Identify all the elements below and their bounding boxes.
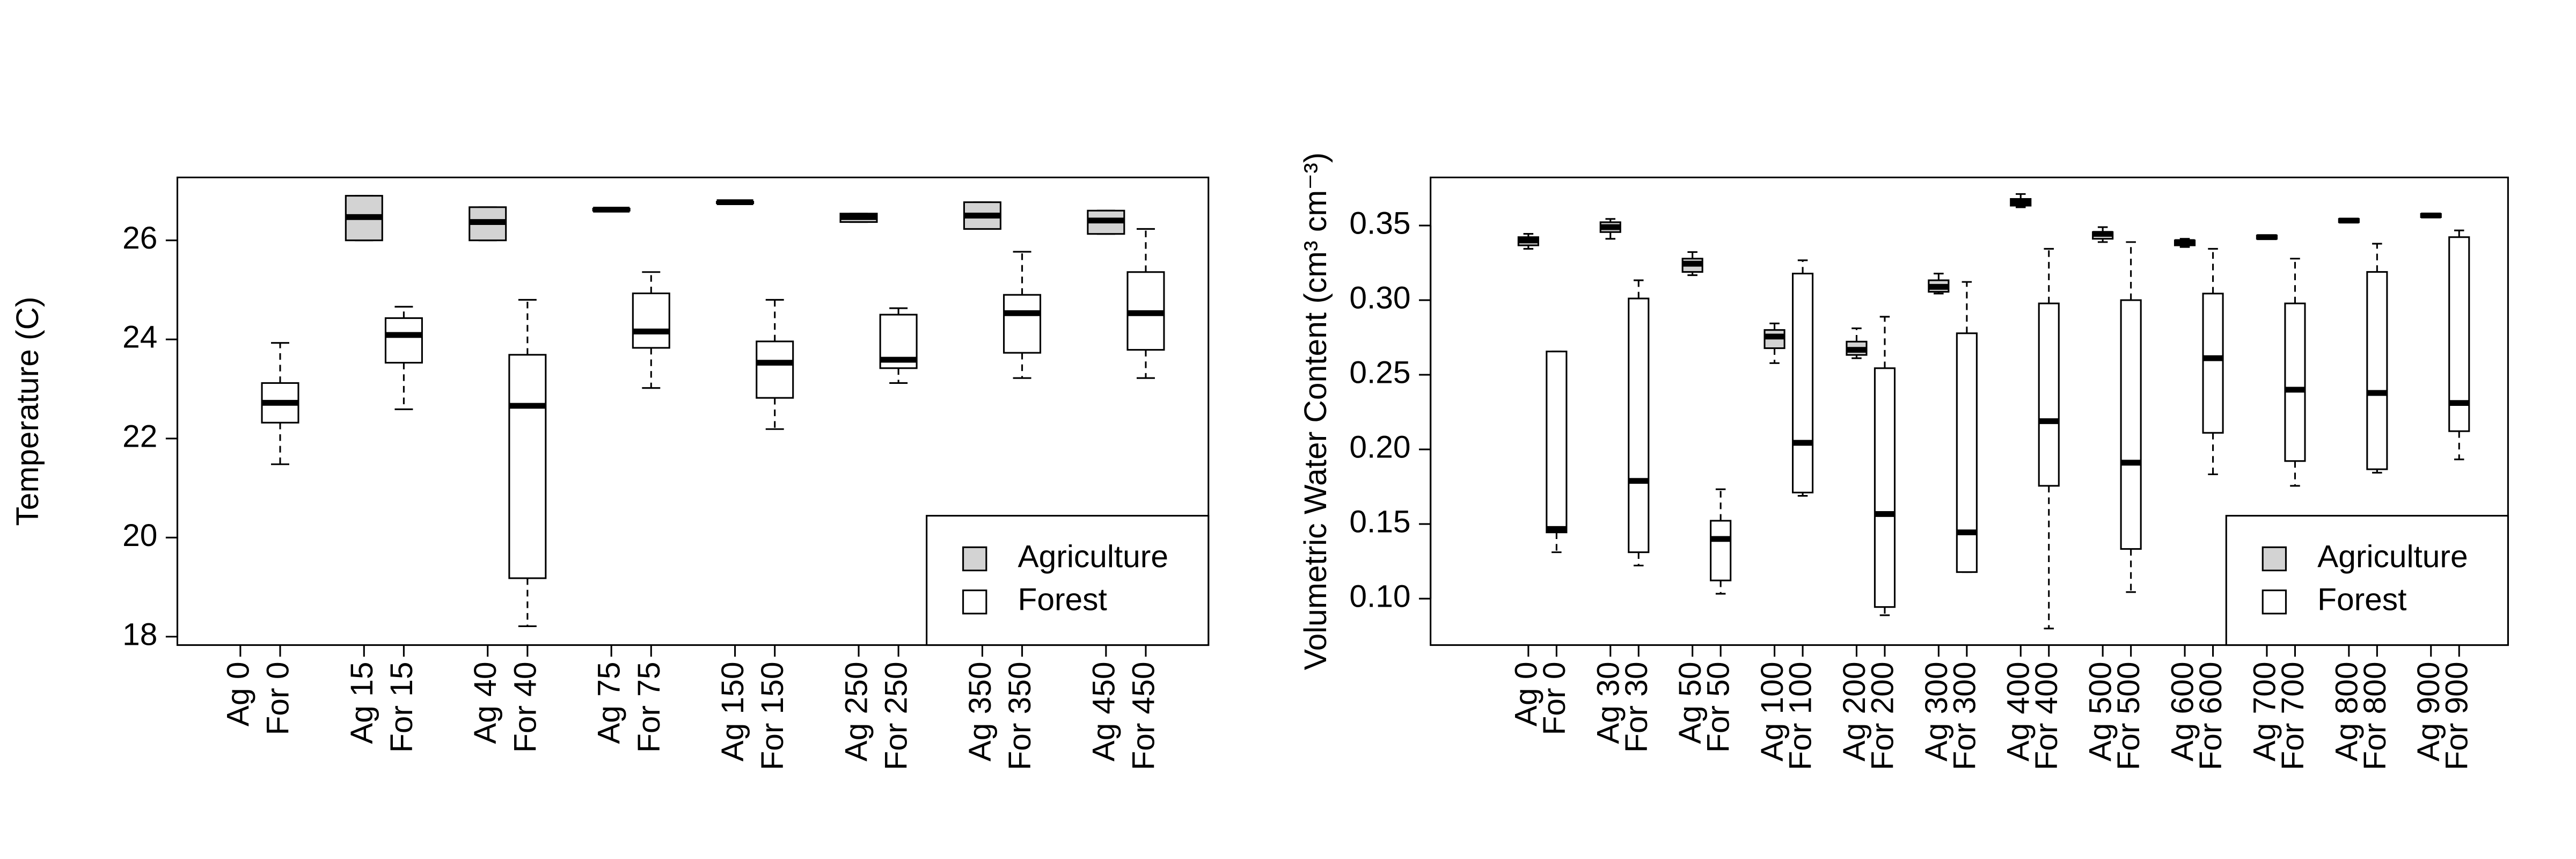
x-tick-label: For 15	[384, 661, 419, 753]
y-tick-label: 22	[122, 419, 157, 454]
x-tick-label: Ag 600	[2165, 661, 2200, 761]
x-tick-label: For 250	[879, 661, 914, 770]
x-tick-label: Ag 900	[2411, 661, 2446, 761]
y-tick-label: 18	[122, 617, 157, 652]
x-tick-label: Ag 15	[345, 661, 379, 744]
x-tick-label: Ag 100	[1755, 661, 1790, 761]
legend-swatch	[2262, 546, 2287, 572]
box	[2366, 271, 2388, 470]
y-axis-label: Temperature (C)	[10, 296, 45, 526]
legend-label: Agriculture	[2317, 539, 2468, 574]
x-tick-label: Ag 30	[1591, 661, 1626, 744]
box	[2448, 236, 2470, 432]
x-tick-label: For 600	[2193, 661, 2228, 770]
x-tick-label: Ag 50	[1673, 661, 1708, 744]
x-tick-label: Ag 500	[2083, 661, 2118, 761]
x-tick-label: Ag 700	[2247, 661, 2282, 761]
box	[2120, 299, 2142, 550]
box	[756, 340, 794, 399]
x-tick-label: Ag 300	[1919, 661, 1954, 761]
y-tick-label: 0.35	[1349, 206, 1410, 241]
box	[1546, 351, 1568, 534]
x-tick-label: Ag 40	[468, 661, 503, 744]
box	[508, 354, 547, 579]
y-tick-label: 0.15	[1349, 505, 1410, 540]
x-tick-label: For 200	[1865, 661, 1900, 770]
y-axis-label: Volumetric Water Content (cm³ cm⁻³)	[1298, 152, 1333, 670]
x-tick-label: Ag 0	[1509, 661, 1543, 726]
y-tick-label: 20	[122, 518, 157, 553]
x-tick-label: For 300	[1947, 661, 1982, 770]
box	[1791, 273, 1814, 493]
box	[2038, 302, 2060, 487]
box	[1956, 332, 1978, 573]
boxplot-panel: Volumetric Water Content (cm³ cm⁻³) 0.10 0…	[1298, 152, 2509, 770]
x-tick-label: For 50	[1701, 661, 1736, 753]
legend-swatch	[2262, 589, 2287, 615]
x-tick-label: For 450	[1126, 661, 1161, 770]
box	[2202, 293, 2224, 434]
legend-label: Agriculture	[1018, 539, 1168, 574]
x-tick-label: For 150	[755, 661, 790, 770]
box	[632, 292, 670, 349]
legend-label: Forest	[2317, 583, 2406, 617]
x-tick-label: For 400	[2029, 661, 2064, 770]
x-tick-label: Ag 0	[221, 661, 255, 726]
x-tick-label: Ag 200	[1837, 661, 1872, 761]
legend-swatch	[962, 546, 987, 572]
x-tick-label: For 500	[2111, 661, 2146, 770]
x-tick-label: For 900	[2440, 661, 2475, 770]
x-tick-label: For 0	[261, 661, 296, 735]
x-tick-label: Ag 150	[715, 661, 750, 761]
y-tick-label: 0.10	[1349, 579, 1410, 614]
legend-label: Forest	[1018, 583, 1107, 617]
box	[2284, 302, 2306, 462]
y-tick-label: 0.25	[1349, 355, 1410, 390]
x-tick-label: For 800	[2358, 661, 2392, 770]
box	[384, 317, 423, 364]
x-tick-label: Ag 350	[963, 661, 998, 761]
x-tick-label: For 700	[2275, 661, 2310, 770]
box	[1710, 520, 1732, 581]
x-tick-label: For 40	[508, 661, 543, 753]
x-tick-label: Ag 450	[1086, 661, 1121, 761]
y-tick-label: 24	[122, 320, 157, 355]
box	[1003, 294, 1042, 354]
x-tick-label: Ag 800	[2329, 661, 2364, 761]
legend-frame	[926, 515, 1210, 646]
x-tick-label: For 30	[1619, 661, 1654, 753]
y-tick-label: 0.30	[1349, 281, 1410, 316]
x-tick-label: Ag 75	[592, 661, 627, 744]
x-tick-label: For 350	[1002, 661, 1037, 770]
legend-frame	[2225, 515, 2509, 646]
boxplot-panel: Temperature (C) 18 20 22 24 26 Ag 0 Ag 15 Ag 40 A…	[10, 176, 1210, 770]
x-tick-label: For 75	[632, 661, 667, 753]
box	[1874, 367, 1896, 608]
box	[1628, 297, 1650, 554]
x-tick-label: Ag 400	[2001, 661, 2036, 761]
legend-swatch	[962, 589, 987, 615]
x-tick-label: Ag 250	[839, 661, 874, 761]
x-tick-label: For 100	[1783, 661, 1818, 770]
x-tick-label: For 0	[1537, 661, 1572, 735]
y-tick-label: 26	[122, 221, 157, 256]
y-tick-label: 0.20	[1349, 430, 1410, 465]
